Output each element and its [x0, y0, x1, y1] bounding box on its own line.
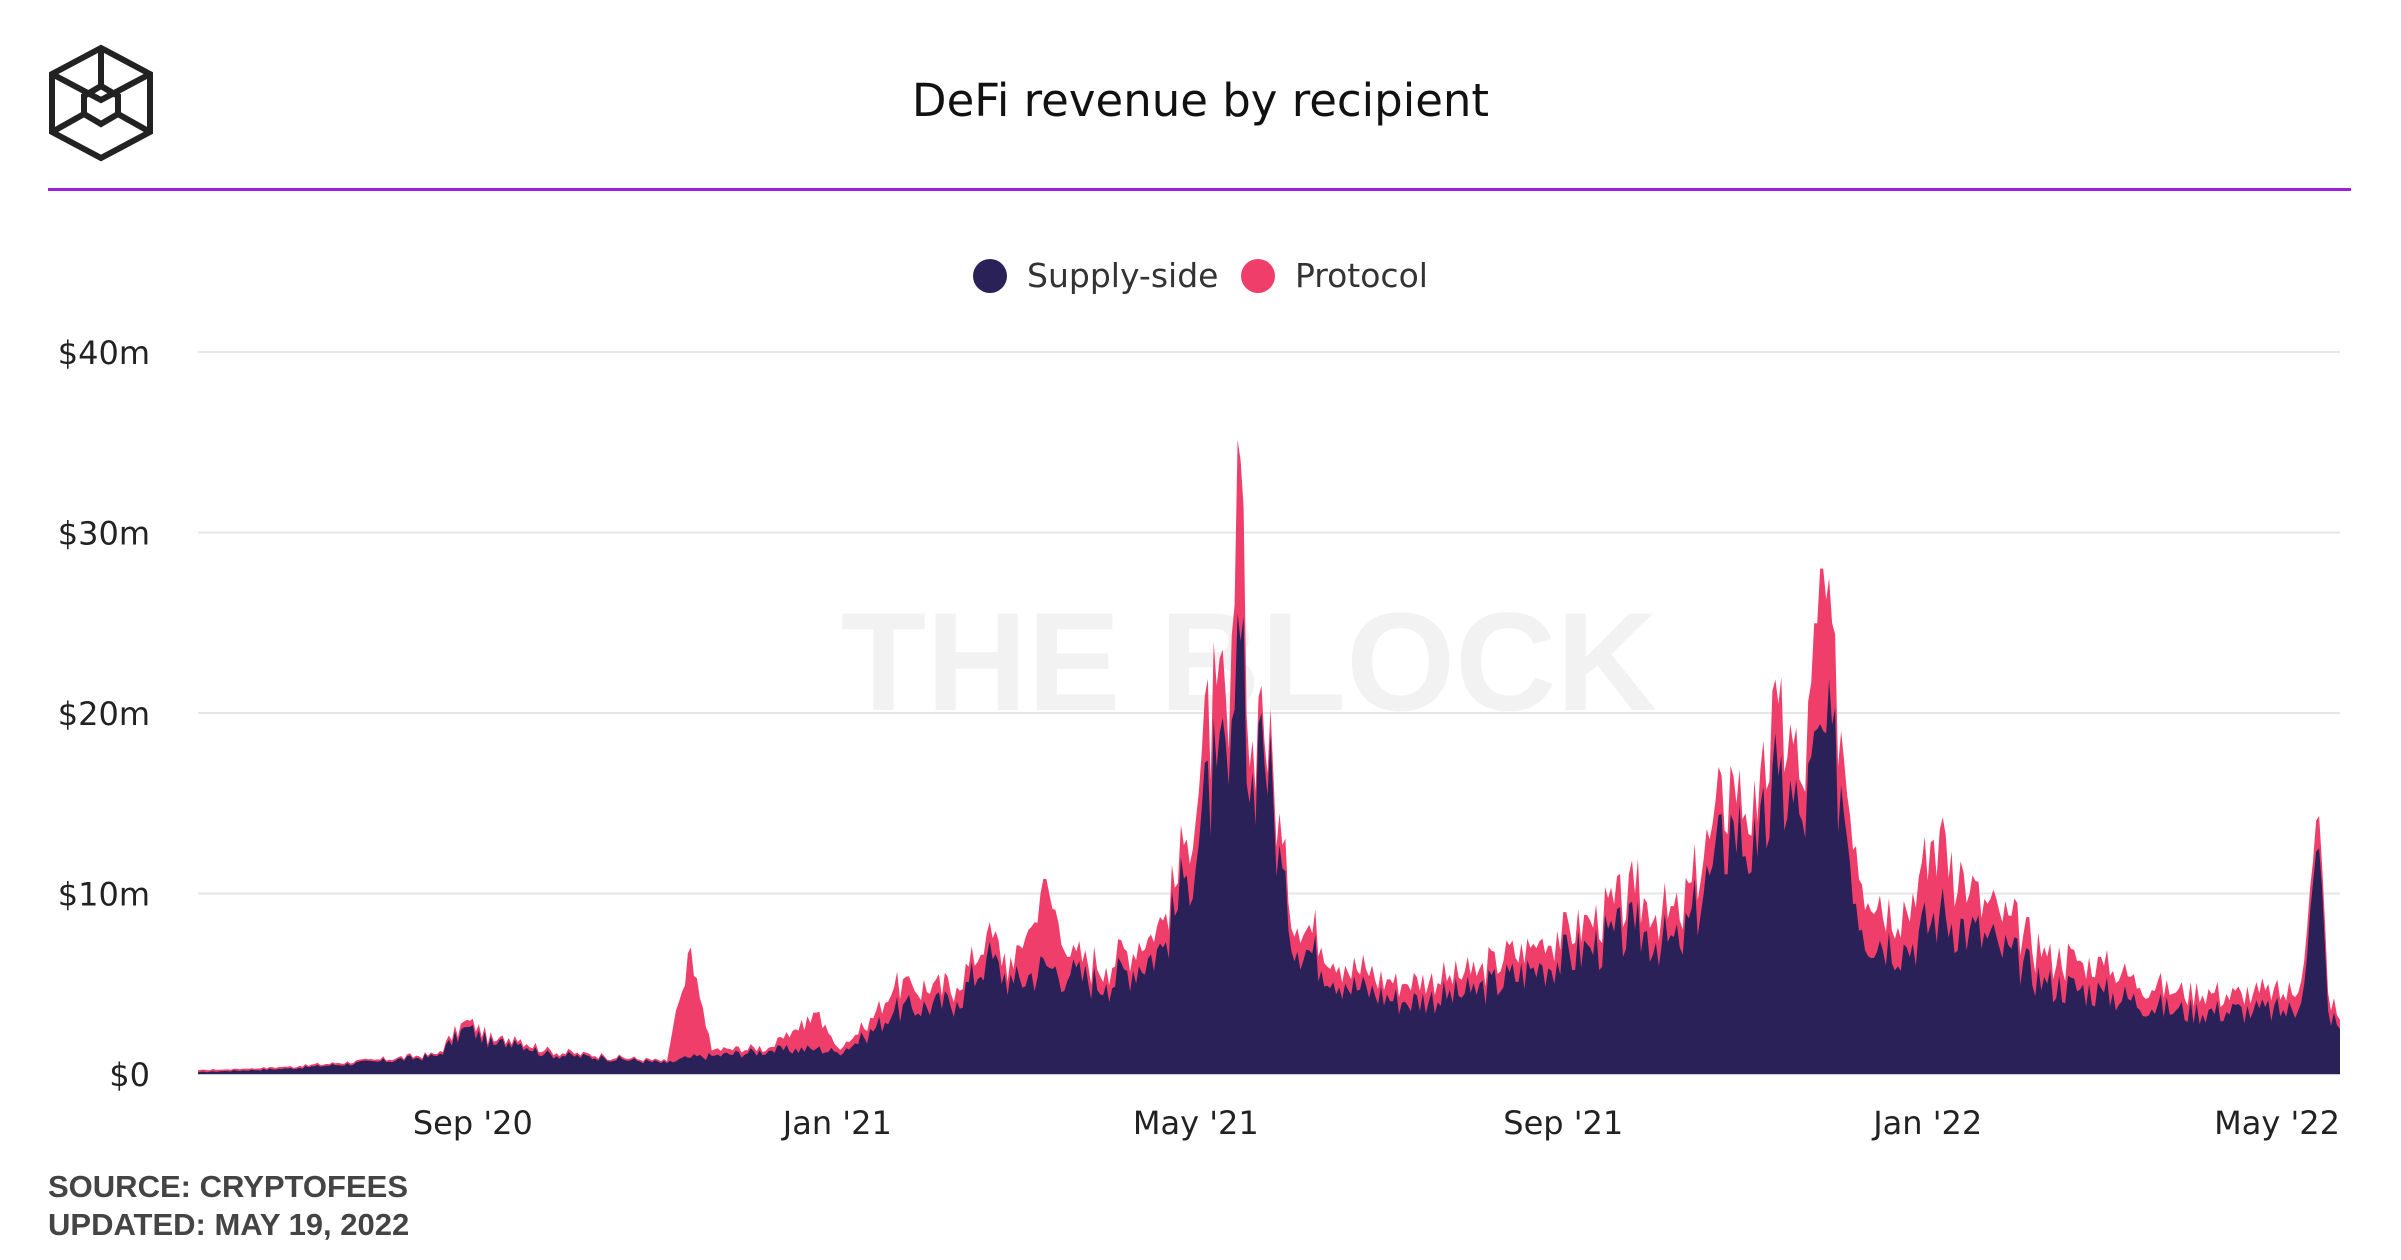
chart-legend: Supply-side Protocol	[0, 256, 2401, 301]
y-tick-label: $40m	[58, 334, 150, 372]
y-tick-label: $20m	[58, 695, 150, 733]
source-label: SOURCE: CRYPTOFEES	[48, 1169, 408, 1204]
legend-label-protocol: Protocol	[1294, 256, 1428, 295]
x-tick-label: Jan '21	[781, 1104, 892, 1142]
x-tick-label: May '21	[1133, 1104, 1259, 1142]
updated-label: UPDATED: MAY 19, 2022	[48, 1207, 410, 1242]
chart-title: DeFi revenue by recipient	[911, 74, 1490, 127]
area-series	[198, 439, 2340, 1074]
x-axis: Sep '20 Jan '21 May '21 Sep '21 Jan '22 May '…	[413, 1104, 2340, 1142]
revenue-area-chart: THE BLOCK $0 $10m $20m $30m $40m Sep '20 Jan …	[58, 334, 2340, 1142]
x-tick-label: Sep '20	[413, 1104, 533, 1142]
x-tick-label: May '22	[2214, 1104, 2340, 1142]
legend-swatch-supply-side	[973, 258, 1008, 293]
legend-label-supply-side: Supply-side	[1027, 256, 1219, 295]
y-tick-label: $30m	[58, 515, 150, 553]
legend-item-supply-side[interactable]: Supply-side	[973, 256, 1218, 295]
x-tick-label: Jan '22	[1871, 1104, 1982, 1142]
watermark: THE BLOCK	[841, 583, 1658, 740]
legend-item-protocol[interactable]: Protocol	[1240, 256, 1428, 295]
y-axis: $0 $10m $20m $30m $40m	[58, 334, 150, 1094]
area-supply-side	[198, 613, 2340, 1074]
y-tick-label: $0	[109, 1056, 150, 1094]
x-tick-label: Sep '21	[1503, 1104, 1623, 1142]
title-divider	[48, 188, 2351, 191]
source-note: SOURCE: CRYPTOFEES UPDATED: MAY 19, 2022	[48, 1168, 409, 1244]
legend-swatch-protocol	[1240, 258, 1275, 293]
y-tick-label: $10m	[58, 876, 150, 914]
the-block-logo	[49, 44, 153, 162]
